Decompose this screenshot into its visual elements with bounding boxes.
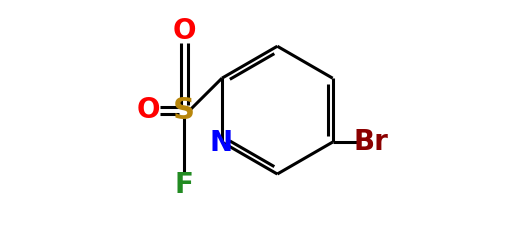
Text: O: O	[137, 96, 160, 124]
Text: O: O	[173, 17, 196, 44]
Text: S: S	[173, 96, 195, 125]
Text: F: F	[175, 171, 194, 199]
Text: Br: Br	[353, 128, 388, 156]
Text: N: N	[209, 129, 232, 157]
